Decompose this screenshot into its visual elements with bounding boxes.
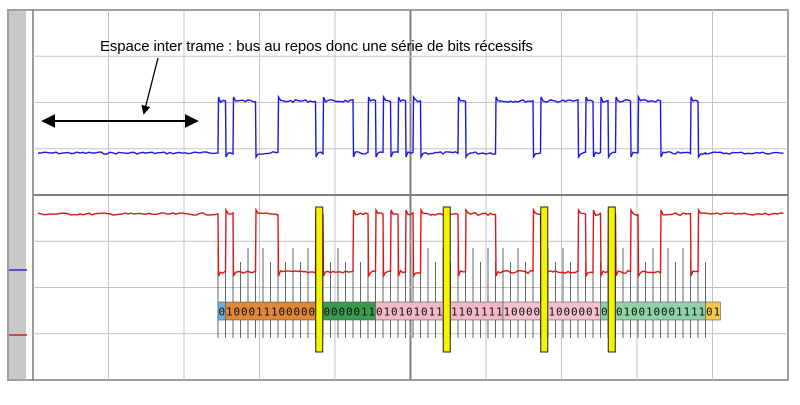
decoded-bit-label: 0 xyxy=(631,306,638,319)
bottom-trace-group xyxy=(37,207,784,279)
decoded-bit-label: 1 xyxy=(368,306,375,319)
annotation-text: Espace inter trame : bus au repos donc u… xyxy=(100,38,533,55)
decoded-bit-label: 1 xyxy=(383,306,390,319)
decoded-bit-label: 1 xyxy=(488,306,495,319)
decoded-bit-label: 0 xyxy=(323,306,330,319)
decoded-bit-label: 1 xyxy=(691,306,698,319)
decoded-bit-label: 0 xyxy=(391,306,398,319)
decoded-bit-label: 0 xyxy=(466,306,473,319)
decoded-bit-label: 0 xyxy=(533,306,540,319)
decoded-bit-label: 0 xyxy=(518,306,525,319)
annotation-pointer-arrow xyxy=(141,57,159,115)
decoded-bit-label: 0 xyxy=(286,306,293,319)
decoded-bit-label: 0 xyxy=(308,306,315,319)
decoded-bit-label: 0 xyxy=(601,306,608,319)
decoded-bit-label: 1 xyxy=(398,306,405,319)
decoded-bit-label: 1 xyxy=(428,306,435,319)
decoded-bit-label: 0 xyxy=(406,306,413,319)
decoded-bit-label: 0 xyxy=(668,306,675,319)
decoded-bit-label: 1 xyxy=(256,306,263,319)
decoded-bit-label: 0 xyxy=(563,306,570,319)
decoded-bit-label: 0 xyxy=(248,306,255,319)
stuff-bit-marker xyxy=(540,206,549,353)
left-strip xyxy=(8,10,26,380)
decoded-bit-label: 0 xyxy=(218,306,225,319)
channel-markers xyxy=(9,269,27,336)
decoded-bit-label: 1 xyxy=(451,306,458,319)
decoded-bit-label: 0 xyxy=(293,306,300,319)
decoded-bit-label: 1 xyxy=(413,306,420,319)
decoded-bit-label: 1 xyxy=(593,306,600,319)
decoded-bit-label: 0 xyxy=(571,306,578,319)
decoded-bit-label: 0 xyxy=(638,306,645,319)
decoded-bit-label: 0 xyxy=(376,306,383,319)
decoded-bit-label: 0 xyxy=(278,306,285,319)
decoded-bit-label: 0 xyxy=(421,306,428,319)
decoded-bit-label: 1 xyxy=(676,306,683,319)
decoded-bit-label: 1 xyxy=(271,306,278,319)
decoded-bit-label: 0 xyxy=(586,306,593,319)
decoded-bit-label: 1 xyxy=(548,306,555,319)
decoded-bit-label: 0 xyxy=(301,306,308,319)
decoded-segment xyxy=(705,301,721,321)
bottom-trace xyxy=(37,207,784,279)
decoded-bit-label: 1 xyxy=(713,306,720,319)
decoded-bit-label: 0 xyxy=(331,306,338,319)
stuff-bit-markers xyxy=(315,206,616,353)
stuff-bit-marker xyxy=(607,206,616,353)
top-trace-group xyxy=(37,94,784,160)
decoded-bit-label: 1 xyxy=(623,306,630,319)
decoded-bit-label: 0 xyxy=(353,306,360,319)
decoded-bit-label: 1 xyxy=(361,306,368,319)
decoded-bit-label: 1 xyxy=(496,306,503,319)
top-trace xyxy=(37,94,784,160)
decoded-bit-label: 1 xyxy=(226,306,233,319)
decoded-bit-label: 0 xyxy=(706,306,713,319)
decoded-bit-label: 1 xyxy=(503,306,510,319)
decoded-bit-label: 0 xyxy=(233,306,240,319)
decoded-bit-label: 0 xyxy=(616,306,623,319)
decoded-bit-label: 0 xyxy=(661,306,668,319)
decoded-bit-label: 0 xyxy=(556,306,563,319)
decoded-bit-label: 0 xyxy=(653,306,660,319)
idle-span-arrow xyxy=(41,57,199,128)
decoded-bit-label: 1 xyxy=(646,306,653,319)
decoded-bit-label: 0 xyxy=(338,306,345,319)
decoded-bit-label: 1 xyxy=(458,306,465,319)
decoded-bit-label: 1 xyxy=(481,306,488,319)
decoded-bit-label: 0 xyxy=(346,306,353,319)
decoded-bit-label: 1 xyxy=(683,306,690,319)
stuff-bit-marker xyxy=(315,206,324,353)
decoded-bit-label: 1 xyxy=(436,306,443,319)
decoded-bit-label: 1 xyxy=(263,306,270,319)
decoded-bit-bar: 0100011100000100000110101010111110111110… xyxy=(217,301,721,321)
decoded-bit-label: 0 xyxy=(578,306,585,319)
decoded-bit-label: 1 xyxy=(473,306,480,319)
decoded-bit-label: 1 xyxy=(698,306,705,319)
decoded-bit-label: 0 xyxy=(526,306,533,319)
decoded-bit-label: 0 xyxy=(511,306,518,319)
decoded-bit-label: 0 xyxy=(241,306,248,319)
stuff-bit-marker xyxy=(442,206,451,353)
